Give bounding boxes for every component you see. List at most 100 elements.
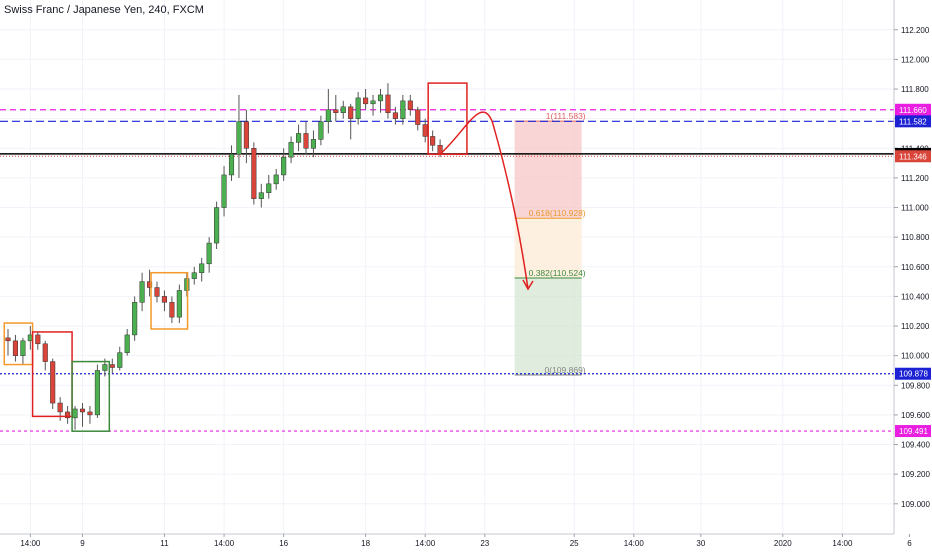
candle-body[interactable] — [273, 174, 279, 185]
candle-body[interactable] — [363, 97, 369, 105]
candle-body[interactable] — [147, 281, 153, 288]
price-tick-label: 111.800 — [901, 85, 929, 94]
candle-body[interactable] — [340, 106, 346, 113]
time-tick-label: 30 — [696, 539, 705, 548]
price-tick-label: 110.200 — [901, 322, 930, 331]
candle-body[interactable] — [407, 100, 413, 111]
candle-body[interactable] — [72, 408, 78, 419]
candle-body[interactable] — [288, 142, 294, 158]
price-tick-label: 112.000 — [901, 55, 930, 64]
candle-body[interactable] — [124, 334, 130, 353]
pattern-box[interactable] — [427, 82, 468, 155]
candle-body[interactable] — [161, 296, 167, 303]
price-label-text: 109.878 — [899, 370, 928, 379]
time-tick-label: 14:00 — [624, 539, 645, 548]
time-tick-label: 18 — [361, 539, 370, 548]
price-tick-label: 112.200 — [901, 26, 930, 35]
candle-body[interactable] — [214, 207, 220, 244]
candle-body[interactable] — [251, 148, 257, 199]
candle-body[interactable] — [333, 109, 339, 113]
candle-body[interactable] — [303, 133, 309, 149]
price-label-tag — [895, 115, 931, 128]
candle-body[interactable] — [377, 94, 384, 102]
fib-zone — [514, 278, 582, 376]
fib-level-label: 0(109.869) — [545, 365, 586, 375]
candle-body[interactable] — [5, 337, 11, 342]
time-axis[interactable] — [0, 534, 932, 550]
price-tick-label: 111.200 — [901, 174, 929, 183]
candle-body[interactable] — [206, 242, 212, 265]
candle-body[interactable] — [191, 272, 197, 279]
candle-body[interactable] — [400, 100, 406, 119]
candle-body[interactable] — [422, 124, 428, 137]
candle-body[interactable] — [154, 287, 160, 297]
candle-body[interactable] — [348, 106, 354, 119]
candle-body[interactable] — [35, 334, 41, 345]
candle-body[interactable] — [236, 121, 242, 155]
candle-body[interactable] — [266, 183, 272, 193]
candle-body[interactable] — [139, 281, 145, 303]
pattern-box[interactable] — [150, 271, 189, 330]
time-tick-label: 16 — [279, 539, 288, 548]
price-label-tag — [895, 150, 931, 163]
candle-body[interactable] — [258, 192, 264, 199]
chart-title: Swiss Franc / Japanese Yen, 240, FXCM — [4, 4, 204, 16]
candle-body[interactable] — [132, 302, 138, 336]
candle-body[interactable] — [243, 121, 249, 149]
projection-arrow-head — [522, 279, 534, 291]
candle-body[interactable] — [42, 343, 48, 362]
time-tick-label: 25 — [570, 539, 579, 548]
price-tick-label: 110.400 — [901, 292, 930, 301]
price-label-text: 111.346 — [899, 152, 927, 161]
price-tick-label: 111.000 — [901, 204, 929, 213]
price-tick-label: 110.800 — [901, 233, 930, 242]
time-tick-label: 14:00 — [214, 539, 235, 548]
candle-body[interactable] — [117, 352, 123, 368]
candle-body[interactable] — [176, 290, 182, 318]
pattern-box[interactable] — [3, 322, 34, 366]
candle-body[interactable] — [199, 263, 205, 273]
candle-body[interactable] — [221, 174, 227, 208]
price-axis[interactable] — [894, 0, 932, 550]
time-tick-label: 2020 — [774, 539, 792, 548]
candle-body[interactable] — [109, 364, 115, 368]
fib-zone — [514, 121, 582, 219]
candle-body[interactable] — [415, 109, 421, 125]
price-label-text: 109.491 — [899, 427, 928, 436]
candle-body[interactable] — [169, 302, 175, 318]
candle-body[interactable] — [325, 109, 331, 122]
candle-body[interactable] — [318, 121, 324, 140]
candle-body[interactable] — [370, 100, 376, 105]
price-label-tag — [895, 425, 931, 438]
candle-body[interactable] — [430, 136, 436, 146]
price-tick-label: 109.200 — [901, 470, 930, 479]
price-label-tag — [895, 367, 931, 380]
candle-body[interactable] — [65, 411, 71, 419]
time-tick-label: 14:00 — [415, 539, 436, 548]
candle-body[interactable] — [310, 139, 316, 149]
candle-body[interactable] — [355, 97, 361, 119]
candle-body[interactable] — [57, 402, 63, 413]
candle-body[interactable] — [79, 408, 86, 413]
candle-body[interactable] — [12, 340, 18, 356]
price-label-tag — [895, 103, 931, 116]
time-tick-label: 14:00 — [20, 539, 41, 548]
candle-body[interactable] — [102, 364, 108, 371]
candle-body[interactable] — [385, 94, 391, 113]
price-tick-label: 109.800 — [901, 381, 930, 390]
candle-body[interactable] — [87, 411, 93, 416]
price-tick-label: 110.000 — [901, 352, 930, 361]
candle-body[interactable] — [281, 156, 287, 176]
candle-body[interactable] — [392, 112, 398, 119]
candle-body[interactable] — [228, 153, 235, 176]
fib-zone — [514, 218, 582, 279]
candle-body[interactable] — [296, 133, 302, 143]
candle-body[interactable] — [20, 340, 26, 356]
price-label-text: 111.582 — [899, 117, 927, 126]
pattern-box[interactable] — [71, 360, 111, 432]
candle-body[interactable] — [50, 361, 56, 404]
projection-arrow[interactable] — [439, 111, 529, 290]
candle-body[interactable] — [94, 370, 100, 416]
